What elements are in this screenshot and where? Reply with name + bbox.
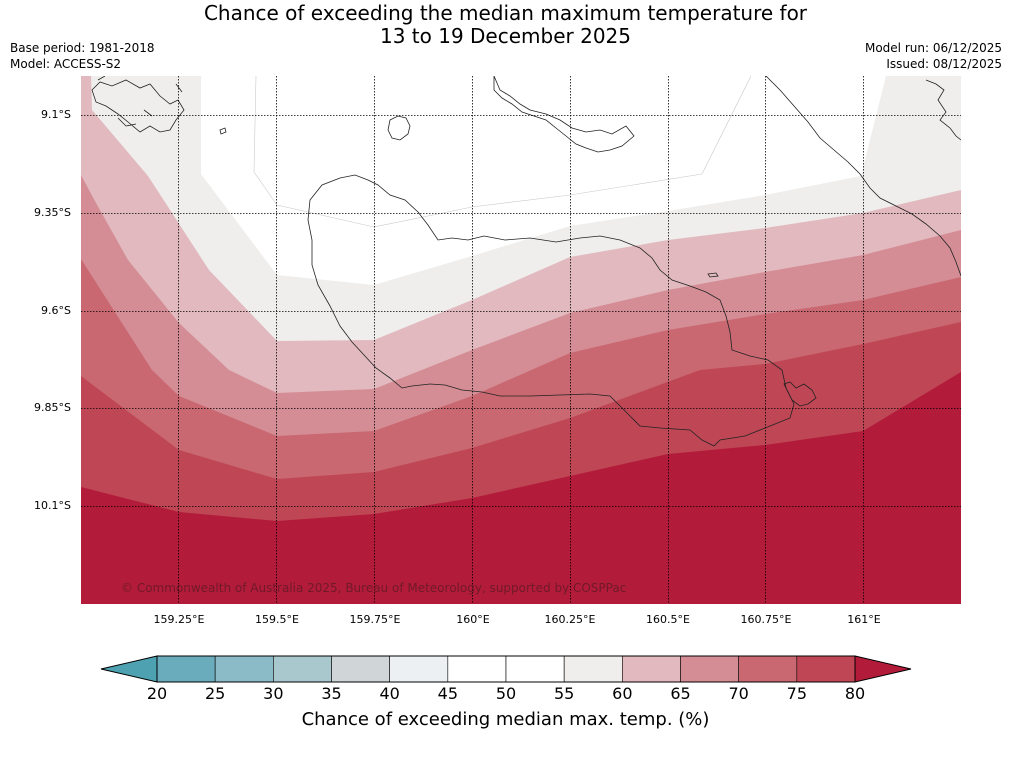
coast-nw-islands	[91, 76, 185, 133]
probability-map: © Commonwealth of Australia 2025, Bureau…	[81, 76, 961, 604]
lon-label-6: 160.5°E	[646, 613, 690, 626]
colorbar-tick-20: 20	[146, 684, 168, 703]
lon-label-5: 160.25°E	[544, 613, 596, 626]
lat-label-4: 9.85°S	[34, 401, 71, 414]
colorbar-tick-30: 30	[263, 684, 284, 703]
colorbar-over-arrow	[854, 655, 912, 683]
band-55	[147, 76, 886, 285]
model-name: Model: ACCESS-S2	[10, 57, 122, 71]
colorbar-tick-45: 45	[437, 684, 459, 703]
colorbar-cell-55	[563, 655, 623, 683]
colorbar-cell-35	[331, 655, 390, 683]
colorbar-cell-30	[273, 655, 332, 683]
coast-north-island	[493, 76, 635, 153]
lon-label-4: 160°E	[456, 613, 490, 626]
base-period: Base period: 1981-2018	[10, 41, 155, 55]
colorbar-frame	[156, 655, 856, 683]
lon-label-8: 161°E	[847, 613, 881, 626]
lat-label-1: 9.1°S	[41, 108, 71, 121]
colorbar-cells	[156, 655, 856, 683]
meta-right: Model run: 06/12/2025 Issued: 08/12/2025	[865, 40, 1002, 72]
colorbar-tick-75: 75	[786, 684, 808, 703]
copyright-text: © Commonwealth of Australia 2025, Bureau…	[121, 581, 626, 595]
lon-label-1: 159.25°E	[153, 613, 205, 626]
colorbar-cell-60	[622, 655, 681, 683]
colorbar-tick-60: 60	[612, 684, 633, 703]
colorbar-cell-45	[447, 655, 507, 683]
colorbar-cell-75	[796, 655, 856, 683]
colorbar-title: Chance of exceeding median max. temp. (%…	[301, 709, 710, 730]
colorbar-tick-25: 25	[204, 684, 226, 703]
lat-label-3: 9.6°S	[41, 304, 71, 317]
colorbar-tick-80: 80	[844, 684, 866, 703]
lon-label-2: 159.5°E	[255, 613, 299, 626]
issued-date: Issued: 08/12/2025	[886, 57, 1002, 71]
coast-islet-north	[387, 115, 411, 141]
colorbar-tick-35: 35	[321, 684, 342, 703]
lat-label-2: 9.35°S	[34, 206, 71, 219]
lon-label-3: 159.75°E	[349, 613, 401, 626]
coastlines	[91, 76, 961, 447]
meta-left: Base period: 1981-2018 Model: ACCESS-S2	[10, 40, 155, 72]
colorbar-cell-40	[389, 655, 449, 683]
colorbar-tick-65: 65	[670, 684, 691, 703]
colorbar-cell-70	[738, 655, 798, 683]
colorbar-tick-50: 50	[495, 684, 517, 703]
colorbar-under-arrow	[100, 655, 158, 683]
chart-title-line2: 13 to 19 December 2025	[379, 24, 631, 48]
coast-ne-island	[765, 76, 961, 277]
colorbar	[100, 655, 912, 683]
colorbar-cell-25	[214, 655, 274, 683]
colorbar-cell-20	[156, 655, 216, 683]
colorbar-cell-50	[505, 655, 565, 683]
chart-title-line1: Chance of exceeding the median maximum t…	[203, 1, 808, 25]
colorbar-tick-40: 40	[379, 684, 400, 703]
lon-label-7: 160.75°E	[740, 613, 792, 626]
coast-islet-small	[219, 127, 227, 135]
colorbar-cell-65	[680, 655, 739, 683]
coast-islet-southeast	[783, 381, 817, 407]
colorbar-tick-70: 70	[728, 684, 749, 703]
colorbar-tick-55: 55	[553, 684, 575, 703]
band-50	[253, 76, 752, 228]
model-run: Model run: 06/12/2025	[864, 41, 1002, 55]
lat-label-5: 10.1°S	[34, 499, 71, 512]
coast-islet-east	[707, 272, 719, 278]
graticule	[81, 76, 961, 604]
